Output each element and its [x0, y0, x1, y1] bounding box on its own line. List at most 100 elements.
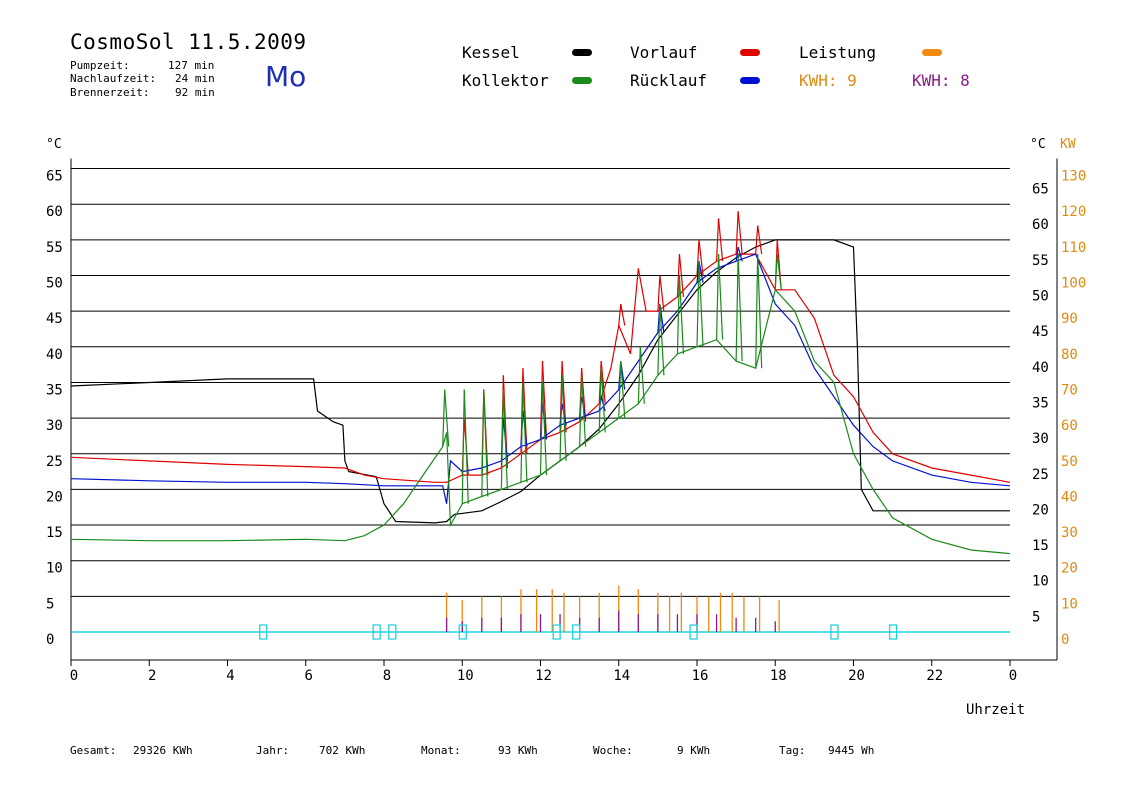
footer-tag-value: 9445 Wh — [828, 744, 875, 757]
spike-vorlauf — [698, 239, 704, 276]
y-left-tick-label: 30 — [46, 418, 63, 434]
y-right-kw-tick-label: 10 — [1061, 596, 1078, 612]
y-left-tick-label: 40 — [46, 347, 63, 363]
spike-vorlauf — [600, 361, 606, 404]
y-right-kw-tick-label: 130 — [1061, 169, 1086, 185]
y-right-c-tick-label: 40 — [1032, 360, 1049, 376]
y-right-kw-tick-label: 50 — [1061, 454, 1078, 470]
spike-kollektor — [637, 346, 641, 404]
stat-nachlaufzeit-label: Nachlaufzeit: — [70, 72, 157, 85]
y-right-kw-tick-label: 20 — [1061, 561, 1078, 577]
x-tick-label: 0 — [70, 668, 78, 684]
event-marker — [888, 624, 898, 640]
spike-vorlauf — [757, 225, 763, 255]
x-tick-label: 2 — [148, 668, 156, 684]
spike-vorlauf — [618, 303, 622, 326]
footer-jahr-label: Jahr: — [256, 744, 290, 757]
footer-monat-label: Monat: — [421, 744, 461, 757]
spike-vorlauf — [678, 254, 685, 297]
footer-woche-label: Woche: — [593, 744, 633, 757]
spike-kollektor — [598, 368, 602, 433]
spike-kollektor — [696, 261, 700, 347]
weekday-label: Mo — [265, 60, 307, 93]
legend-kessel-label: Kessel — [462, 43, 520, 62]
y-right-c-tick-label: 45 — [1032, 324, 1049, 340]
spike-kollektor — [561, 375, 567, 461]
spike-vorlauf — [696, 239, 700, 276]
spike-kollektor — [522, 382, 528, 483]
spike-kollektor — [600, 368, 606, 433]
legend-vorlauf-label: Vorlauf — [630, 43, 698, 62]
event-marker — [372, 624, 381, 640]
x-tick-label: 0 — [1009, 668, 1017, 684]
footer-tag-label: Tag: — [779, 744, 806, 757]
x-tick-label: 4 — [226, 668, 234, 684]
spike-kollektor — [442, 389, 446, 447]
event-marker — [689, 624, 698, 640]
spike-kollektor — [481, 389, 485, 497]
stat-brennerzeit-label: Brennerzeit: — [70, 86, 150, 99]
x-tick-label: 16 — [692, 668, 709, 684]
y-right-c-tick-label: 15 — [1032, 538, 1049, 554]
series-kessel — [70, 239, 1010, 524]
legend-ruecklauf-label: Rücklauf — [630, 71, 708, 90]
y-left-tick-label: 10 — [46, 561, 63, 577]
series-vorlauf — [70, 253, 1011, 483]
x-tick-label: 14 — [613, 668, 630, 684]
spike-kollektor — [735, 254, 739, 362]
y-right-kw-tick-label: 30 — [1061, 525, 1078, 541]
spike-kollektor — [620, 361, 626, 419]
spike-vorlauf — [755, 225, 759, 255]
stat-brennerzeit-value: 92 min — [175, 86, 215, 99]
spike-kollektor — [618, 361, 622, 419]
y-left-tick-label: 50 — [46, 276, 63, 292]
spike-vorlauf — [737, 211, 743, 255]
spike-kollektor — [698, 261, 704, 347]
y-right-c-tick-label: 65 — [1032, 182, 1049, 198]
spike-kollektor — [539, 382, 544, 476]
y-right-kw-tick-label: 80 — [1061, 347, 1078, 363]
x-tick-label: 22 — [926, 668, 943, 684]
spike-rcklauf — [735, 246, 739, 262]
spike-vorlauf — [659, 275, 665, 312]
y-right-kw-axis-label: KW — [1060, 137, 1076, 152]
x-tick-label: 6 — [305, 668, 313, 684]
y-right-c-axis-label: °C — [1030, 137, 1046, 152]
footer-gesamt-value: 29326 KWh — [133, 744, 193, 757]
y-right-kw-tick-label: 0 — [1061, 632, 1069, 648]
y-right-c-tick-label: 20 — [1032, 502, 1049, 518]
x-tick-label: 8 — [383, 668, 391, 684]
y-left-tick-label: 25 — [46, 454, 63, 470]
y-right-kw-tick-label: 110 — [1061, 240, 1086, 256]
spike-kollektor — [737, 254, 743, 362]
legend-kessel-swatch — [572, 49, 592, 56]
spike-kollektor — [639, 346, 645, 404]
event-marker — [830, 624, 839, 640]
stat-pumpzeit-label: Pumpzeit: — [70, 59, 130, 72]
spike-kollektor — [541, 382, 548, 476]
spike-kollektor — [657, 304, 661, 376]
x-axis-label: Uhrzeit — [966, 702, 1025, 718]
y-left-tick-label: 60 — [46, 204, 63, 220]
y-right-c-tick-label: 25 — [1032, 467, 1049, 483]
spike-kollektor — [500, 389, 504, 490]
spike-kollektor — [559, 375, 563, 461]
y-left-tick-label: 55 — [46, 240, 63, 256]
spike-kollektor — [581, 375, 587, 447]
spike-vorlauf — [620, 303, 626, 326]
footer-woche-value: 9 KWh — [677, 744, 711, 757]
chart-title: CosmoSol 11.5.2009 — [70, 30, 307, 54]
event-marker — [572, 624, 581, 640]
spike-kollektor — [676, 275, 681, 354]
y-right-c-tick-label: 50 — [1032, 289, 1049, 305]
spike-vorlauf — [717, 218, 724, 262]
spike-vorlauf — [657, 275, 661, 312]
legend-kwh1-label: KWH: 9 — [799, 71, 857, 90]
spike-vorlauf — [735, 211, 739, 255]
footer-gesamt-label: Gesamt: — [70, 744, 117, 757]
footer-jahr-value: 702 KWh — [319, 744, 366, 757]
legend-leistung-label: Leistung — [799, 43, 877, 62]
series-kollektor — [70, 288, 1011, 555]
